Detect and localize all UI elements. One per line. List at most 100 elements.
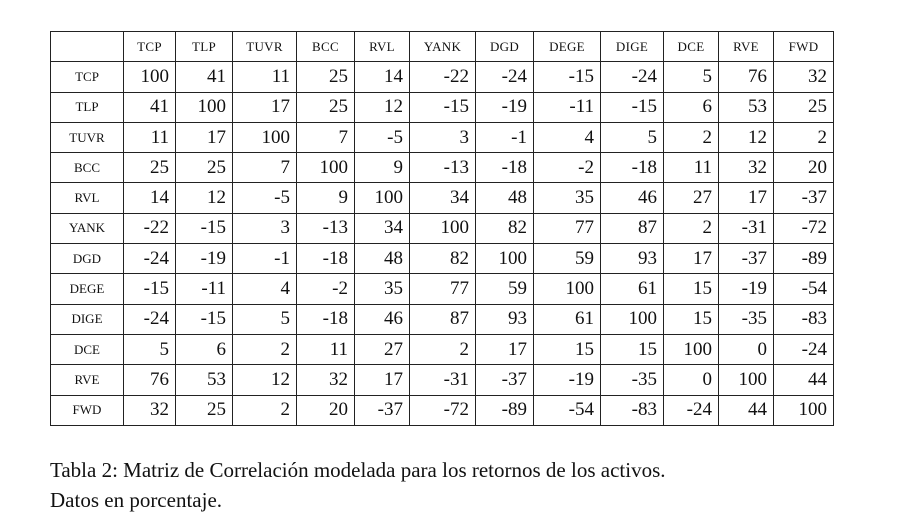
cell: -19 [475, 91, 534, 123]
table-row: DEGE -15 -11 4 -2 35 77 59 100 61 15 -19 -54 [50, 273, 834, 305]
cell: 61 [600, 273, 664, 305]
cell: 6 [663, 91, 719, 123]
table-body: TCP 100 41 11 25 14 -22 -24 -15 -24 5 76 32 TLP 41 100 1… [50, 61, 834, 426]
table-row: DGD -24 -19 -1 -18 48 82 100 59 93 17 -37 -89 [50, 243, 834, 275]
cell: 5 [123, 333, 176, 366]
cell: 6 [175, 333, 233, 366]
cell: 77 [533, 212, 601, 245]
cell: -15 [175, 303, 233, 335]
cell: 2 [773, 121, 834, 154]
cell: 12 [718, 121, 774, 154]
cell: 100 [475, 243, 534, 275]
cell: -18 [296, 243, 355, 275]
cell: 53 [718, 91, 774, 123]
cell: 32 [773, 61, 834, 93]
cell: 35 [354, 273, 410, 305]
cell: 11 [296, 333, 355, 366]
column-header: TCP [123, 30, 176, 63]
cell: 32 [123, 394, 176, 426]
table-row: RVE 76 53 12 32 17 -31 -37 -19 -35 0 100 44 [50, 364, 834, 396]
cell: 15 [663, 303, 719, 335]
cell: 48 [354, 243, 410, 275]
cell: 14 [354, 61, 410, 93]
cell: 2 [663, 212, 719, 245]
cell: -11 [175, 273, 233, 305]
cell: 14 [123, 182, 176, 214]
cell: 100 [773, 394, 834, 426]
cell: 15 [600, 333, 664, 366]
cell: 17 [718, 182, 774, 214]
cell: -19 [533, 364, 601, 396]
cell: -15 [600, 91, 664, 123]
cell: 82 [409, 243, 476, 275]
row-header: DGD [50, 243, 124, 275]
row-header: DIGE [50, 303, 124, 335]
cell: 44 [718, 394, 774, 426]
column-header: TLP [175, 30, 233, 63]
cell: -5 [232, 182, 297, 214]
cell: 53 [175, 364, 233, 396]
cell: -19 [175, 243, 233, 275]
cell: 3 [232, 212, 297, 245]
cell: 87 [600, 212, 664, 245]
table-row: TLP 41 100 17 25 12 -15 -19 -11 -15 6 53 25 [50, 91, 834, 123]
cell: 0 [663, 364, 719, 396]
cell: -37 [773, 182, 834, 214]
cell: 100 [123, 61, 176, 93]
cell: -1 [232, 243, 297, 275]
cell: -24 [123, 243, 176, 275]
row-header: BCC [50, 152, 124, 184]
cell: -31 [409, 364, 476, 396]
cell: -24 [773, 333, 834, 366]
cell: 100 [718, 364, 774, 396]
caption-line: Tabla 2: Matriz de Correlación modelada … [50, 458, 666, 482]
cell: 4 [533, 121, 601, 154]
cell: -83 [773, 303, 834, 335]
row-header: TLP [50, 91, 124, 123]
row-header: DCE [50, 333, 124, 366]
cell: -35 [600, 364, 664, 396]
cell: -72 [773, 212, 834, 245]
cell: 11 [663, 152, 719, 184]
row-header: RVE [50, 364, 124, 396]
cell: 5 [600, 121, 664, 154]
cell: 7 [232, 152, 297, 184]
caption-line: Datos en porcentaje. [50, 488, 223, 512]
cell: 11 [232, 61, 297, 93]
cell: -24 [123, 303, 176, 335]
cell: -83 [600, 394, 664, 426]
cell: 4 [232, 273, 297, 305]
cell: 100 [175, 91, 233, 123]
column-header: DGD [475, 30, 534, 63]
cell: 100 [600, 303, 664, 335]
cell: 41 [175, 61, 233, 93]
column-header: BCC [296, 30, 355, 63]
cell: -54 [533, 394, 601, 426]
table-row: RVL 14 12 -5 9 100 34 48 35 46 27 17 -37 [50, 182, 834, 214]
table-row: BCC 25 25 7 100 9 -13 -18 -2 -18 11 32 20 [50, 152, 834, 184]
cell: -18 [475, 152, 534, 184]
cell: 25 [175, 152, 233, 184]
cell: -11 [533, 91, 601, 123]
cell: 76 [718, 61, 774, 93]
cell: 2 [663, 121, 719, 154]
cell: -89 [475, 394, 534, 426]
cell: -19 [718, 273, 774, 305]
cell: 25 [175, 394, 233, 426]
cell: 32 [296, 364, 355, 396]
row-header: DEGE [50, 273, 124, 305]
cell: 0 [718, 333, 774, 366]
cell: -13 [409, 152, 476, 184]
row-header: TUVR [50, 121, 124, 154]
cell: -18 [296, 303, 355, 335]
cell: -24 [600, 61, 664, 93]
column-header: YANK [409, 30, 476, 63]
cell: 100 [533, 273, 601, 305]
cell: 100 [232, 121, 297, 154]
cell: 17 [354, 364, 410, 396]
cell: -15 [123, 273, 176, 305]
cell: 15 [533, 333, 601, 366]
table-row: FWD 32 25 2 20 -37 -72 -89 -54 -83 -24 44 100 [50, 394, 834, 426]
row-header: RVL [50, 182, 124, 214]
cell: 2 [409, 333, 476, 366]
